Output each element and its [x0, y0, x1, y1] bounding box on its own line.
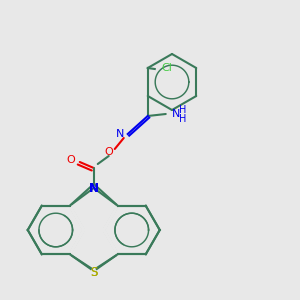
- Text: N: N: [89, 182, 99, 194]
- Text: O: O: [66, 155, 75, 165]
- Text: H: H: [179, 114, 186, 124]
- Text: H: H: [179, 105, 186, 115]
- Text: N: N: [116, 129, 124, 139]
- Text: N: N: [172, 109, 180, 119]
- Text: O: O: [104, 147, 113, 157]
- Text: S: S: [90, 266, 98, 278]
- Text: Cl: Cl: [162, 63, 172, 73]
- Text: S: S: [90, 266, 98, 278]
- Text: N: N: [89, 182, 99, 194]
